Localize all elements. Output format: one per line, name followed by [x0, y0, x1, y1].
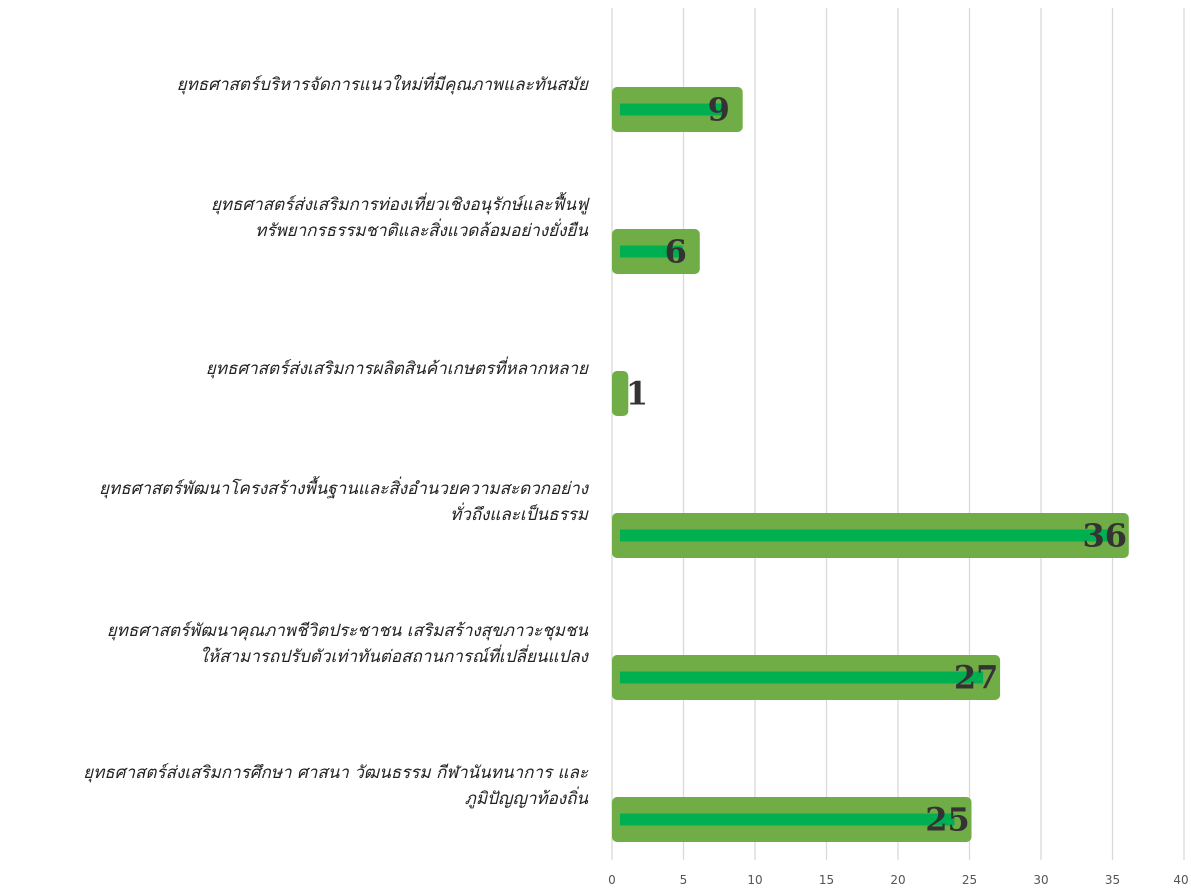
data-label: 25 [925, 801, 970, 839]
x-tick-label: 40 [1173, 873, 1188, 887]
bar-inner-stripe [620, 103, 726, 116]
category-label: ทรัพยากรธรรมชาติและสิ่งแวดล้อมอย่างยั่งย… [255, 218, 588, 241]
category-label: ยุทธศาสตร์บริหารจัดการแนวใหม่ที่มีคุณภาพ… [177, 72, 589, 95]
bar-inner-stripe [620, 529, 1112, 542]
category-label: ให้สามารถปรับตัวเท่าทันต่อสถานการณ์ที่เป… [200, 644, 590, 667]
category-label: ยุทธศาสตร์พัฒนาโครงสร้างพื้นฐานและสิ่งอำ… [99, 475, 590, 499]
category-labels: ยุทธศาสตร์บริหารจัดการแนวใหม่ที่มีคุณภาพ… [83, 72, 590, 809]
category-label: ยุทธศาสตร์พัฒนาคุณภาพชีวิตประชาชน เสริมส… [107, 621, 589, 641]
x-axis-ticks: 0 5 10 15 20 25 30 35 40 [608, 873, 1188, 887]
bar-inner-stripe [620, 245, 683, 258]
data-label: 6 [665, 233, 687, 271]
data-label: 9 [708, 91, 730, 129]
x-tick-label: 15 [819, 873, 834, 887]
bar [612, 371, 629, 416]
x-tick-label: 35 [1105, 873, 1120, 887]
bar-inner-stripe [620, 671, 984, 684]
category-label: ภูมิปัญญาท้องถิ่น [465, 786, 589, 809]
data-label: 27 [954, 659, 999, 697]
x-tick-label: 0 [608, 873, 616, 887]
x-tick-label: 20 [890, 873, 905, 887]
data-label: 1 [626, 375, 648, 413]
gridlines [611, 8, 1185, 860]
category-label: ทั่วถึงและเป็นธรรม [450, 502, 589, 525]
bars: 9 6 1 36 27 25 [612, 87, 1129, 842]
bar-inner-stripe [620, 813, 955, 826]
data-label: 36 [1083, 517, 1128, 555]
x-tick-label: 5 [680, 873, 688, 887]
x-tick-label: 25 [962, 873, 977, 887]
category-label: ยุทธศาสตร์ส่งเสริมการผลิตสินค้าเกษตรที่ห… [206, 356, 589, 379]
x-tick-label: 10 [747, 873, 762, 887]
category-label: ยุทธศาสตร์ส่งเสริมการท่องเที่ยวเชิงอนุรั… [211, 191, 590, 215]
category-label: ยุทธศาสตร์ส่งเสริมการศึกษา ศาสนา วัฒนธรร… [83, 763, 589, 783]
x-tick-label: 30 [1033, 873, 1048, 887]
